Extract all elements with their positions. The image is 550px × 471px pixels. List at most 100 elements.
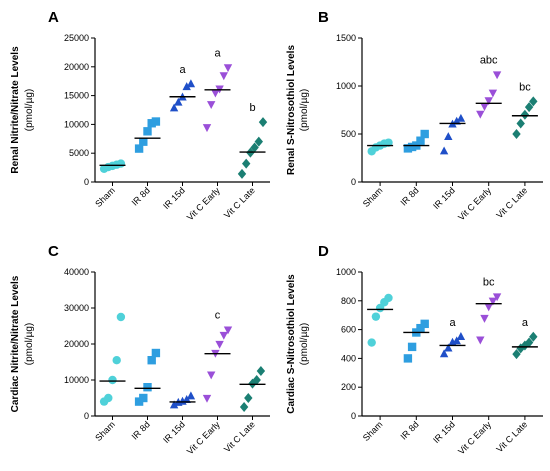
- y-tick-label: 0: [84, 411, 89, 421]
- x-tick-label: Vit C Late: [494, 419, 529, 454]
- y-tick-label: 10000: [64, 375, 89, 385]
- panel-label: A: [48, 9, 59, 26]
- y-tick-label: 1000: [336, 81, 356, 91]
- y-axis-unit: (pmol/µg): [299, 89, 310, 131]
- data-point-triangle-up: [439, 146, 449, 155]
- significance-label: a: [179, 64, 186, 76]
- data-point-square: [151, 348, 161, 358]
- data-point-triangle-down: [492, 293, 502, 302]
- x-tick-label: IR 8d: [398, 419, 420, 441]
- panel-B: B 0 500 1000 1500 Renal S-Nitrosothiol Levels…: [286, 9, 543, 222]
- data-point-square: [151, 117, 161, 126]
- data-point-triangle-down: [488, 297, 498, 306]
- x-tick-label: Vit C Early: [185, 419, 222, 456]
- data-point-circle: [116, 159, 126, 168]
- y-tick-label: 20000: [64, 339, 89, 349]
- y-axis-label: Cardiac S-Nitrosothiol Levels: [286, 274, 297, 414]
- y-tick-label: 5000: [69, 148, 89, 158]
- panel-label: D: [318, 243, 329, 260]
- data-point-triangle-up: [182, 395, 191, 403]
- data-point-triangle-down: [207, 371, 216, 380]
- data-point-triangle-down: [211, 89, 220, 98]
- panel-C: C 0 10000 20000 30000 40000 Cardiac Nitrite/Ni…: [10, 243, 270, 456]
- data-point-triangle-up: [169, 103, 179, 112]
- y-axis-unit: (pmol/µg): [299, 323, 310, 365]
- data-point-circle: [384, 138, 393, 147]
- data-point-diamond: [512, 349, 521, 360]
- significance-label: bc: [483, 276, 495, 288]
- data-point-triangle-down: [484, 97, 493, 106]
- y-tick-label: 800: [341, 296, 356, 306]
- x-tick-label: IR 8d: [130, 185, 152, 207]
- data-point-triangle-down: [207, 101, 216, 110]
- y-tick-label: 500: [341, 129, 356, 139]
- y-axis-unit: (pmol/µg): [24, 323, 35, 365]
- panel-label: B: [318, 9, 329, 26]
- data-point-triangle-down: [202, 124, 212, 133]
- data-point-triangle-up: [174, 97, 183, 106]
- x-tick-label: Vit C Late: [222, 419, 257, 454]
- data-point-diamond: [512, 129, 521, 139]
- data-point-circle: [112, 356, 121, 365]
- significance-label: bc: [519, 81, 531, 93]
- panel-D: D 0 200 400 600 800 1000 Cardiac S-Nitrosothiol…: [286, 243, 543, 456]
- data-point-square: [416, 136, 425, 145]
- data-point-square: [134, 397, 144, 406]
- x-tick-label: IR 8d: [398, 185, 420, 207]
- x-tick-label: IR 8d: [130, 419, 152, 441]
- x-tick-label: Sham: [361, 419, 385, 443]
- data-point-diamond: [524, 102, 534, 113]
- y-tick-label: 0: [351, 177, 356, 187]
- data-point-triangle-down: [476, 110, 485, 119]
- data-point-circle: [116, 312, 126, 322]
- data-point-triangle-down: [215, 340, 224, 349]
- x-tick-label: IR 15d: [161, 185, 187, 211]
- y-tick-label: 200: [341, 382, 356, 392]
- data-point-triangle-down: [223, 64, 233, 73]
- data-point-triangle-down: [480, 314, 489, 323]
- data-point-triangle-up: [452, 116, 461, 125]
- panel-label: C: [48, 243, 59, 260]
- y-tick-label: 30000: [64, 303, 89, 313]
- data-point-triangle-down: [488, 89, 498, 98]
- data-point-diamond: [529, 331, 538, 342]
- panel-A: A 0 5000 10000 15000 20000 25000 Renal Nitrite/…: [10, 9, 270, 222]
- data-point-triangle-down: [219, 331, 228, 340]
- data-point-triangle-down: [223, 326, 233, 335]
- data-point-square: [134, 144, 144, 153]
- data-point-diamond: [529, 96, 538, 107]
- data-point-diamond: [254, 136, 263, 147]
- data-point-square: [420, 129, 429, 139]
- data-point-diamond: [516, 118, 525, 129]
- y-tick-label: 40000: [64, 267, 89, 277]
- significance-label: c: [215, 310, 221, 322]
- data-point-triangle-up: [182, 82, 191, 91]
- data-point-square: [147, 356, 156, 365]
- data-point-diamond: [250, 142, 259, 153]
- x-tick-label: Vit C Early: [456, 419, 493, 456]
- data-point-triangle-up: [444, 343, 453, 352]
- x-tick-label: Vit C Late: [494, 185, 529, 220]
- x-tick-label: IR 15d: [161, 419, 187, 445]
- y-tick-label: 600: [341, 325, 356, 335]
- data-point-diamond: [242, 158, 251, 169]
- y-tick-label: 0: [351, 411, 356, 421]
- data-point-triangle-down: [480, 103, 489, 111]
- y-axis-label: Cardiac Nitrite/Nitrate Levels: [10, 275, 21, 412]
- data-point-triangle-down: [492, 71, 502, 80]
- data-point-triangle-up: [186, 79, 196, 88]
- data-point-diamond: [520, 109, 530, 120]
- y-axis-label: Renal Nitrite/Nitrate Levels: [10, 46, 21, 174]
- data-point-circle: [108, 375, 117, 385]
- data-point-square: [416, 323, 425, 333]
- y-tick-label: 20000: [64, 62, 89, 72]
- y-tick-label: 25000: [64, 33, 89, 43]
- significance-label: a: [522, 317, 529, 329]
- y-axis-label: Renal S-Nitrosothiol Levels: [286, 45, 297, 175]
- data-point-triangle-up: [169, 400, 179, 409]
- x-tick-label: Sham: [93, 185, 117, 209]
- x-tick-label: Sham: [361, 185, 385, 209]
- data-point-diamond: [252, 375, 261, 385]
- data-point-circle: [367, 338, 376, 347]
- x-tick-label: Sham: [93, 419, 117, 443]
